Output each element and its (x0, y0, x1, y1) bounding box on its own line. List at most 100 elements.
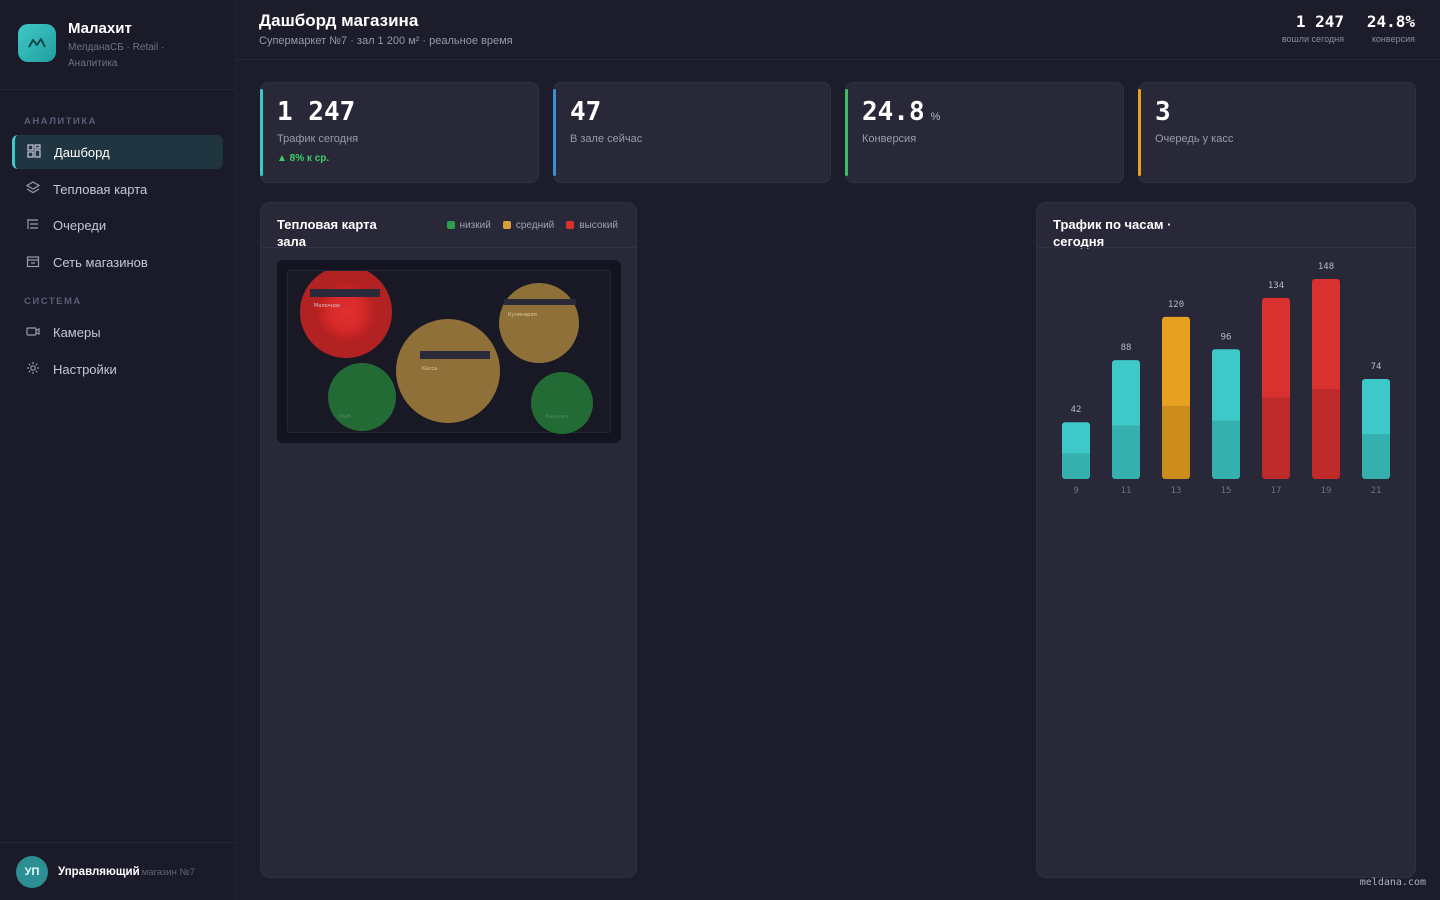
heatmap-svg: Молочное Касса Кулинария Хлеб (300, 266, 593, 434)
header-stat-label: конверсия (1371, 34, 1415, 44)
legend-swatch (446, 221, 455, 229)
kpi-card-queue[interactable]: 3 Очередь у касс (1138, 82, 1416, 183)
chart-bar-shade (1112, 425, 1140, 479)
chart-tick-label: 13 (1171, 486, 1182, 496)
store-icon (26, 254, 40, 271)
legend-label: средний (515, 220, 555, 231)
legend-swatch (502, 221, 511, 229)
camera-icon (26, 324, 40, 341)
nav-section-analytics: АНАЛИТИКА (24, 116, 97, 127)
chart-bar[interactable] (1362, 379, 1390, 479)
page-subtitle: Супермаркет №7 · зал 1 200 м² · реальное… (259, 35, 513, 47)
legend-label: низкий (459, 220, 491, 231)
zone-label: Касса (422, 366, 437, 372)
kpi-accent (845, 89, 848, 176)
brand-subtitle: МелданаСБ · Retail · Аналитика (68, 42, 165, 69)
floor-plan: Молочное Касса Кулинария Хлеб (287, 266, 611, 434)
sidebar-item-stores[interactable]: Сеть магазинов (12, 245, 223, 279)
kpi-card-conversion[interactable]: 24.8% Конверсия (845, 82, 1124, 183)
kpi-value: 24.8 (862, 97, 925, 127)
kpi-label: В зале сейчас (570, 133, 643, 145)
sidebar-item-cameras[interactable]: Камеры (12, 315, 223, 349)
kpi-label: Трафик сегодня (277, 133, 359, 145)
chart-tick-label: 19 (1321, 486, 1332, 496)
zone-label: Бакалея (546, 414, 568, 420)
sidebar-item-heatmap[interactable]: Тепловая карта (12, 172, 223, 206)
queue-icon (26, 217, 40, 234)
sidebar-item-dashboard[interactable]: Дашборд (12, 135, 223, 169)
kpi-accent (1138, 89, 1141, 176)
header-stat-value: 1 247 (1295, 12, 1344, 31)
dashboard-icon (27, 143, 41, 161)
legend-swatch (566, 221, 575, 229)
avatar: УП (16, 855, 48, 888)
header-stat-value: 24.8% (1366, 12, 1415, 31)
nav-section-system: СИСТЕМА (24, 296, 82, 307)
panel-divider (261, 247, 636, 248)
chart-data-label: 120 (1168, 300, 1184, 310)
chart-tick-label: 15 (1221, 486, 1232, 496)
heat-zone-checkout[interactable]: Касса (396, 319, 500, 423)
brand-logo-icon (18, 24, 56, 62)
zone-label: Молочное (314, 303, 340, 309)
sidebar-item-queues[interactable]: Очереди (12, 208, 223, 242)
traffic-panel: Трафик по часам · сегодня 42 9 88 11 120 13 96… (1036, 202, 1416, 878)
chart-data-label: 96 (1221, 332, 1232, 342)
kpi-label: Конверсия (862, 133, 917, 145)
chart-bar[interactable] (1262, 297, 1290, 479)
legend-item-high: высокий (566, 220, 618, 231)
chart-bar[interactable] (1162, 316, 1190, 479)
chart-bar-shade (1212, 420, 1240, 479)
header-stat-conversion: 24.8% конверсия (1367, 12, 1415, 44)
chart-bar[interactable] (1112, 360, 1140, 479)
chart-bar-shade (1362, 434, 1390, 479)
chart-bar-shade (1162, 406, 1190, 479)
kpi-card-in-store[interactable]: 47 В зале сейчас (553, 82, 831, 183)
user-name: Управляющий (58, 865, 140, 878)
kpi-accent (553, 89, 556, 176)
kpi-value: 1 247 (277, 97, 356, 127)
heatmap-legend: низкий средний высокий (446, 220, 618, 231)
chart-data-label: 148 (1318, 262, 1334, 272)
chart-tick-label: 17 (1271, 486, 1282, 496)
chart-data-label: 88 (1121, 343, 1132, 353)
chart-bar[interactable] (1312, 279, 1340, 479)
chart-bar-shade (1312, 389, 1340, 479)
page-header: Дашборд магазина Супермаркет №7 · зал 1 … (236, 0, 1440, 60)
chart-bar[interactable] (1212, 349, 1240, 479)
user-profile[interactable]: УП Управляющий магазин №7 (0, 842, 236, 900)
heat-zone-bread[interactable]: Хлеб (328, 363, 396, 431)
kpi-accent (260, 89, 263, 176)
kpi-card-traffic[interactable]: 1 247 Трафик сегодня ▲ 8% к ср. (260, 82, 539, 183)
sidebar-item-label: Настройки (53, 361, 117, 377)
kpi-value: 47 (570, 97, 602, 127)
brand: Малахит МелданаСБ · Retail · Аналитика (0, 0, 235, 90)
sidebar-item-settings[interactable]: Настройки (12, 352, 223, 386)
chart-bar-shade (1062, 453, 1090, 479)
chart-tick-label: 9 (1073, 486, 1078, 496)
sidebar-item-label: Сеть магазинов (53, 254, 148, 270)
sidebar-item-label: Дашборд (54, 144, 110, 160)
layers-icon (25, 180, 41, 198)
zone-label: Хлеб (338, 414, 351, 420)
heatmap-title: Тепловая карта зала (277, 217, 377, 249)
heat-zone-grocery[interactable]: Бакалея (531, 372, 593, 434)
legend-item-low: низкий (446, 220, 491, 231)
chart-bar-shade (1262, 397, 1290, 479)
header-stat-label: вошли сегодня (1281, 34, 1344, 44)
kpi-value: 3 (1155, 97, 1171, 127)
traffic-title: Трафик по часам · сегодня (1053, 217, 1172, 249)
sidebar-item-label: Камеры (53, 324, 101, 340)
panel-divider (1037, 247, 1415, 248)
traffic-bar-chart: 42 9 88 11 120 13 96 15 134 17 148 19 74 21 (1062, 262, 1390, 496)
chart-tick-label: 11 (1121, 486, 1132, 496)
sidebar: Малахит МелданаСБ · Retail · Аналитика А… (0, 0, 236, 900)
chart-data-label: 74 (1371, 362, 1382, 372)
sidebar-item-label: Тепловая карта (53, 181, 148, 197)
legend-item-medium: средний (502, 220, 555, 231)
heat-zone-deli[interactable]: Кулинария (499, 283, 579, 363)
heat-zone-dairy[interactable]: Молочное (300, 266, 392, 358)
gear-icon (26, 361, 40, 378)
store-floor-map[interactable]: Молочное Касса Кулинария Хлеб (277, 260, 621, 443)
chart-bar[interactable] (1062, 422, 1090, 479)
